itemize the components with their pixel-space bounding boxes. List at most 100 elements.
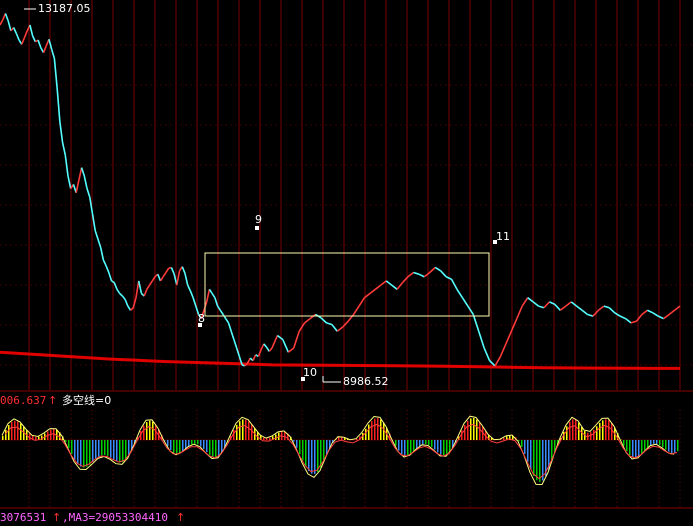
indicator-bar [11,421,13,440]
indicator-bar [440,440,442,455]
indicator-bar [275,434,277,440]
price-a-segment [244,362,249,367]
indicator-bar [548,440,550,470]
price-a-segment [252,354,257,361]
price-a-segment [257,349,262,357]
price-a-segment [48,39,53,50]
indicator-bar [437,440,439,453]
price-b-segment [304,318,311,324]
price-c-segment [674,305,681,311]
indicator-bar [299,440,301,455]
price-a-segment [119,292,123,297]
price-b-segment [423,271,431,278]
indicator-bar [104,440,106,455]
indicator-bar [77,440,79,464]
indicator-bar [608,420,610,440]
indicator-bar [524,440,526,454]
indicator-bar [194,440,196,444]
price-b-segment [380,280,387,286]
indicator-bar [116,440,118,462]
indicator-bar [398,440,400,451]
price-c-segment [614,312,621,317]
price-a-segment [132,297,137,308]
indicator-bar [293,440,295,442]
price-a-segment [214,297,219,307]
indicator-bar [38,436,40,440]
indicator-bar [416,440,418,449]
indicator-bar [8,425,10,440]
indicator-bar [65,440,67,442]
price-a-segment [108,272,113,282]
indicator-bar [338,436,340,440]
indicator-bar [629,440,631,456]
indicator-bar [107,440,109,456]
indicator-bar [635,440,637,458]
price-a-segment [61,142,67,156]
indicator-bar [23,426,25,440]
indicator-bar [314,440,316,474]
indicator-bar [14,420,16,440]
price-a-segment [121,295,126,300]
indicator-bar [626,440,628,452]
marker-points: 8 9 10 11 [198,213,510,381]
price-b-segment [352,305,360,315]
indicator-bar [368,424,370,440]
price-c-segment [592,309,599,317]
price-b-segment [418,273,425,278]
price-a-segment [0,19,4,26]
indicator-bar [611,422,613,440]
footer-value: 3076531 [0,511,46,524]
price-c-segment [630,320,637,324]
price-a-segment [105,265,110,273]
price-a-segment [99,247,105,261]
price-a-segment [56,87,61,122]
indicator-bar [656,440,658,444]
price-b-segment [483,347,491,361]
price-a-segment [130,307,134,311]
price-a-segment [15,33,20,41]
price-b-segment [516,305,523,319]
price-c-segment [635,313,643,322]
price-b-segment [287,347,295,353]
price-a-segment [53,58,58,88]
price-b-segment [282,339,290,353]
indicator-bar [674,440,676,453]
price-b-segment [401,276,409,284]
indicator-bar [161,434,163,440]
marker-10-label: 10 [303,366,317,379]
price-series-layer [0,13,681,367]
price-a-segment [83,175,88,189]
price-b-segment [407,271,414,278]
indicator-bar [164,440,166,441]
price-b-segment [434,266,442,272]
price-a-segment [205,289,211,303]
indicator-bar [425,440,427,445]
price-a-segment [102,259,107,267]
indicator-bar [251,424,253,440]
price-b-segment [450,278,458,290]
indicator-bar [446,440,448,455]
price-a-segment [200,310,205,319]
indicator-bar [623,440,625,446]
indicator-bar [677,440,679,452]
indicator-bar [665,440,667,450]
indicator-bar [32,435,34,440]
indicator-bar [179,440,181,453]
price-b-segment [363,292,371,299]
indicator-bar [389,433,391,440]
indicator-bar [68,440,70,448]
indicator-bar [215,440,217,458]
indicator-bar [560,438,562,440]
low-price-label: 8986.52 [343,375,389,388]
indicator-bar [557,440,559,446]
indicator-bar [188,440,190,447]
indicator-line-red [4,423,678,480]
price-a-segment [208,288,213,294]
indicator-bar [41,435,43,440]
price-b-segment [467,305,474,315]
indicator-bar [326,440,328,456]
price-c-segment [652,312,659,317]
indicator-bar [671,440,673,453]
price-b-segment [391,284,398,290]
indicator-bar [221,440,223,454]
